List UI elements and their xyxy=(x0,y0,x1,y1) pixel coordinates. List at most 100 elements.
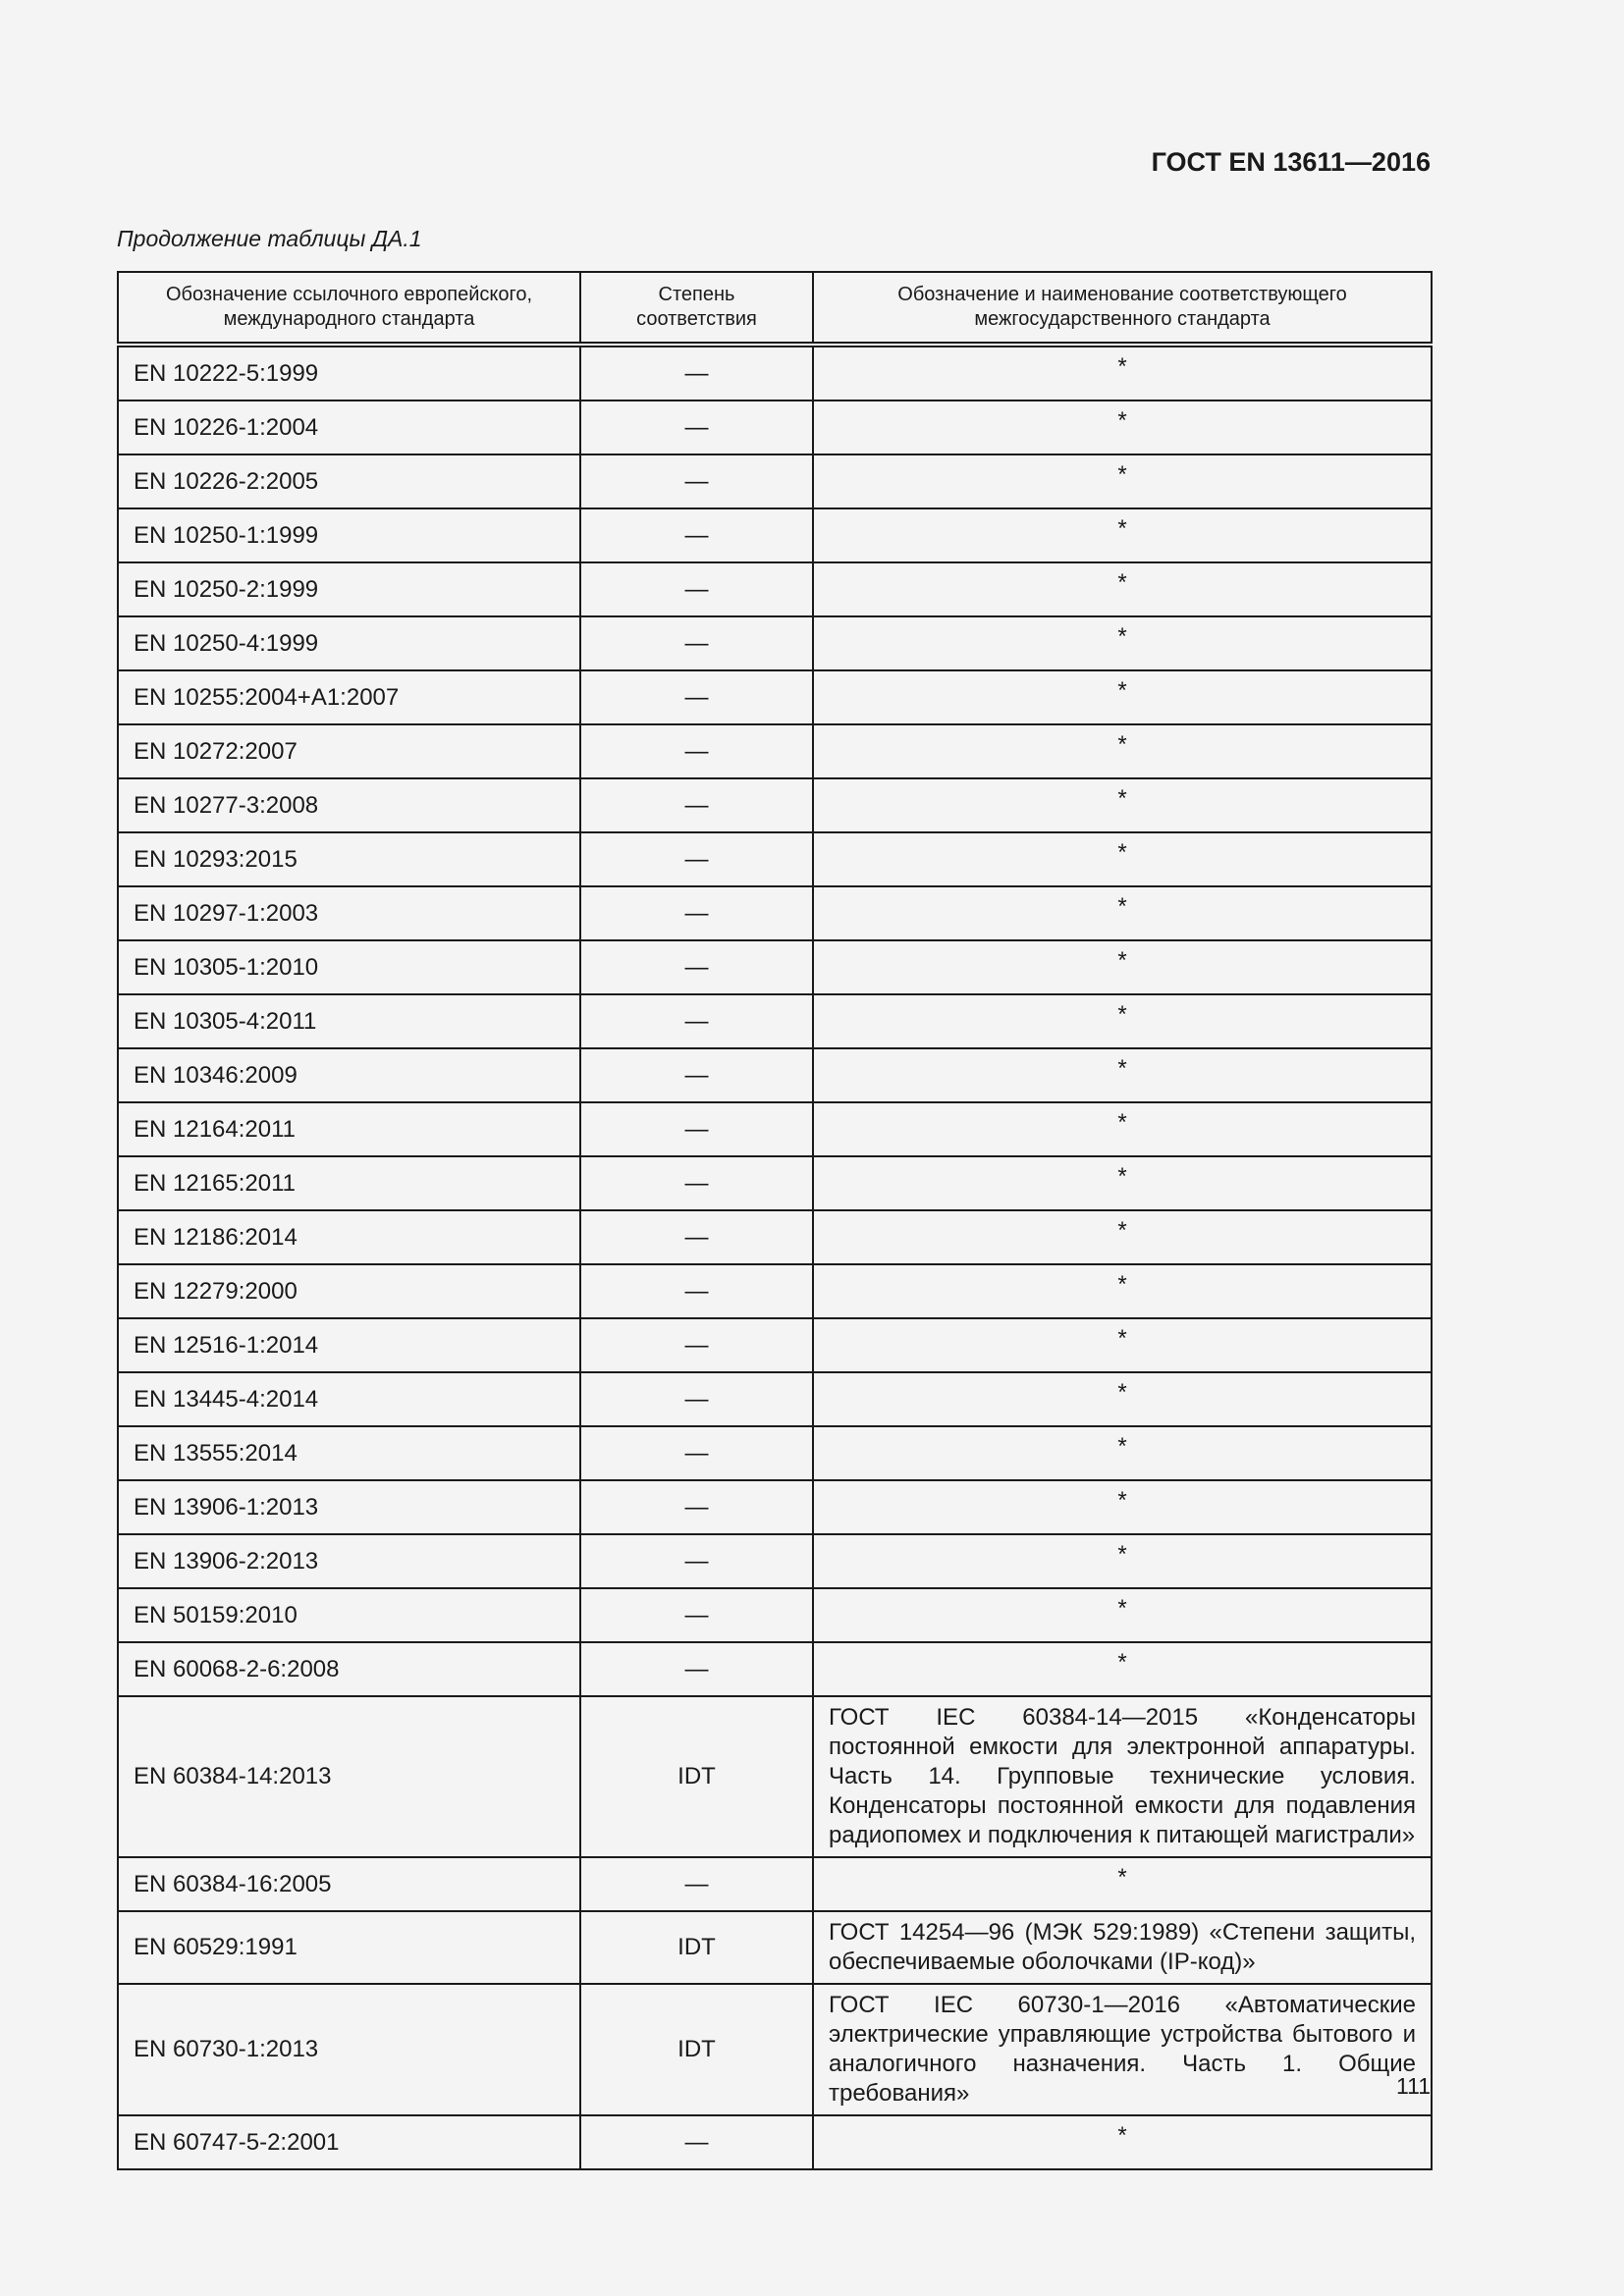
interstate-standard: * xyxy=(812,1317,1433,1373)
standard-designation: EN 13555:2014 xyxy=(117,1425,581,1481)
standard-designation: EN 10250-2:1999 xyxy=(117,561,581,617)
interstate-standard: * xyxy=(812,939,1433,995)
conformity-degree: — xyxy=(579,1155,814,1211)
table-row: EN 12164:2011— * xyxy=(117,1101,1433,1157)
interstate-standard: * xyxy=(812,1641,1433,1697)
interstate-standard: * xyxy=(812,993,1433,1049)
conformity-degree: — xyxy=(579,344,814,401)
interstate-standard: * xyxy=(812,723,1433,779)
standard-designation: EN 12279:2000 xyxy=(117,1263,581,1319)
column-header: Степень соответствия xyxy=(579,271,814,347)
interstate-standard: * xyxy=(812,344,1433,401)
interstate-standard: * xyxy=(812,1263,1433,1319)
table-row: EN 12186:2014— * xyxy=(117,1209,1433,1265)
interstate-standard: * xyxy=(812,1856,1433,1912)
conformity-degree: — xyxy=(579,615,814,671)
standard-designation: EN 10255:2004+A1:2007 xyxy=(117,669,581,725)
standard-designation: EN 12516-1:2014 xyxy=(117,1317,581,1373)
conformity-degree: — xyxy=(579,1641,814,1697)
conformity-degree: — xyxy=(579,1587,814,1643)
table-row: EN 13906-1:2013— * xyxy=(117,1479,1433,1535)
table-row: EN 10272:2007— * xyxy=(117,723,1433,779)
interstate-standard: * xyxy=(812,561,1433,617)
conformity-degree: — xyxy=(579,2114,814,2170)
conformity-degree: — xyxy=(579,1263,814,1319)
table-row: EN 10305-1:2010— * xyxy=(117,939,1433,995)
standard-designation: EN 60730-1:2013 xyxy=(117,1983,581,2116)
conformity-degree: — xyxy=(579,939,814,995)
table-row: EN 10305-4:2011— * xyxy=(117,993,1433,1049)
standard-designation: EN 10226-1:2004 xyxy=(117,400,581,455)
conformity-degree: — xyxy=(579,669,814,725)
interstate-standard: * xyxy=(812,1533,1433,1589)
standard-designation: EN 60384-16:2005 xyxy=(117,1856,581,1912)
interstate-standard: * xyxy=(812,615,1433,671)
conformity-degree: — xyxy=(579,1317,814,1373)
standard-designation: EN 10250-4:1999 xyxy=(117,615,581,671)
interstate-standard: * xyxy=(812,400,1433,455)
standard-designation: EN 10277-3:2008 xyxy=(117,777,581,833)
conformity-degree: IDT xyxy=(579,1695,814,1858)
table-row: EN 10255:2004+A1:2007— * xyxy=(117,669,1433,725)
standard-designation: EN 10305-4:2011 xyxy=(117,993,581,1049)
conformity-degree: — xyxy=(579,454,814,509)
interstate-standard: ГОСТ IEC 60730-1—2016 «Автоматические эл… xyxy=(812,1983,1433,2116)
interstate-standard: * xyxy=(812,1155,1433,1211)
conformity-degree: — xyxy=(579,831,814,887)
standard-designation: EN 10222-5:1999 xyxy=(117,344,581,401)
conformity-degree: — xyxy=(579,777,814,833)
standard-designation: EN 10226-2:2005 xyxy=(117,454,581,509)
table-row: EN 10346:2009— * xyxy=(117,1047,1433,1103)
conformity-degree: — xyxy=(579,1209,814,1265)
table-row: EN 10222-5:1999— * xyxy=(117,344,1433,401)
conformity-degree: — xyxy=(579,1371,814,1427)
conformity-degree: — xyxy=(579,507,814,563)
standard-designation: EN 10293:2015 xyxy=(117,831,581,887)
interstate-standard: * xyxy=(812,1371,1433,1427)
standard-designation: EN 10346:2009 xyxy=(117,1047,581,1103)
interstate-standard: * xyxy=(812,1047,1433,1103)
table-row: EN 50159:2010— * xyxy=(117,1587,1433,1643)
table-row: EN 60384-16:2005— * xyxy=(117,1856,1433,1912)
table-row: EN 10250-1:1999— * xyxy=(117,507,1433,563)
interstate-standard: * xyxy=(812,1101,1433,1157)
interstate-standard: * xyxy=(812,2114,1433,2170)
table-row: EN 12165:2011— * xyxy=(117,1155,1433,1211)
interstate-standard: * xyxy=(812,669,1433,725)
conformity-degree: — xyxy=(579,885,814,941)
standard-designation: EN 12165:2011 xyxy=(117,1155,581,1211)
column-header: Обозначение и наименование соответствующ… xyxy=(812,271,1433,347)
standard-designation: EN 60747-5-2:2001 xyxy=(117,2114,581,2170)
table-row: EN 10226-1:2004— * xyxy=(117,400,1433,455)
conformity-degree: — xyxy=(579,1479,814,1535)
table-row: EN 13906-2:2013— * xyxy=(117,1533,1433,1589)
conformity-degree: — xyxy=(579,1101,814,1157)
table-caption: Продолжение таблицы ДА.1 xyxy=(117,226,422,251)
standard-designation: EN 13906-1:2013 xyxy=(117,1479,581,1535)
interstate-standard: ГОСТ IEC 60384-14—2015 «Конденсаторы пос… xyxy=(812,1695,1433,1858)
table-row: EN 10297-1:2003— * xyxy=(117,885,1433,941)
interstate-standard: * xyxy=(812,1587,1433,1643)
standards-table: Обозначение ссылочного европейского, меж… xyxy=(117,271,1433,2170)
conformity-degree: — xyxy=(579,723,814,779)
table-row: EN 12516-1:2014— * xyxy=(117,1317,1433,1373)
standard-designation: EN 10297-1:2003 xyxy=(117,885,581,941)
interstate-standard: * xyxy=(812,885,1433,941)
column-header: Обозначение ссылочного европейского, меж… xyxy=(117,271,581,347)
conformity-degree: — xyxy=(579,1047,814,1103)
standard-designation: EN 13445-4:2014 xyxy=(117,1371,581,1427)
interstate-standard: * xyxy=(812,1479,1433,1535)
table-row: EN 12279:2000— * xyxy=(117,1263,1433,1319)
conformity-degree: — xyxy=(579,1533,814,1589)
conformity-degree: — xyxy=(579,993,814,1049)
table-row: EN 60529:1991 IDT ГОСТ 14254—96 (МЭК 529:1… xyxy=(117,1910,1433,1985)
table-row: EN 10293:2015— * xyxy=(117,831,1433,887)
conformity-degree: — xyxy=(579,1425,814,1481)
interstate-standard: ГОСТ 14254—96 (МЭК 529:1989) «Степени за… xyxy=(812,1910,1433,1985)
standard-designation: EN 60384-14:2013 xyxy=(117,1695,581,1858)
table-row: EN 13555:2014— * xyxy=(117,1425,1433,1481)
conformity-degree: IDT xyxy=(579,1983,814,2116)
conformity-degree: — xyxy=(579,1856,814,1912)
standard-designation: EN 10250-1:1999 xyxy=(117,507,581,563)
table-row: EN 60747-5-2:2001— * xyxy=(117,2114,1433,2170)
